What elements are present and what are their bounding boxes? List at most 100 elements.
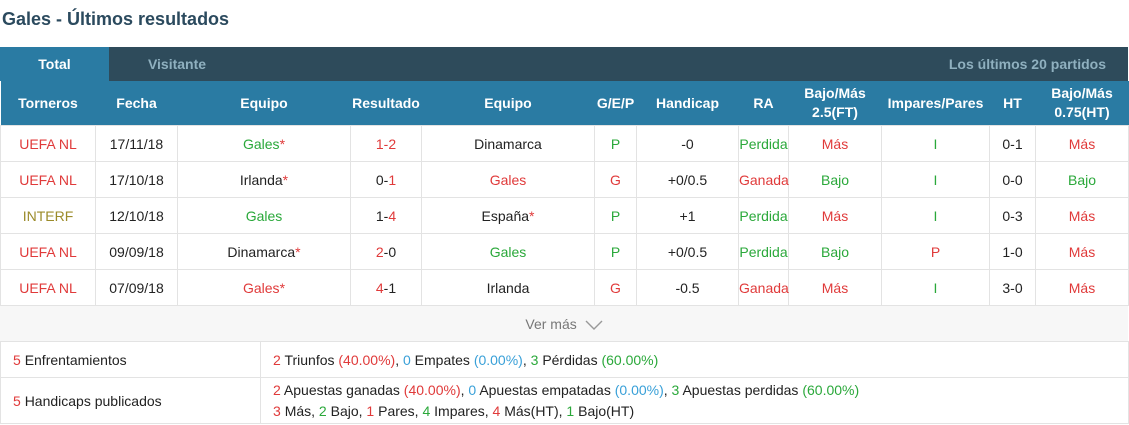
tournament-link[interactable]: UEFA NL: [0, 125, 96, 162]
home-score: 4: [375, 279, 384, 296]
away-score: 2: [388, 135, 397, 152]
ver-mas-button[interactable]: Ver más: [0, 305, 1128, 342]
home-team[interactable]: Irlanda*: [177, 161, 351, 198]
home-star: *: [282, 171, 289, 188]
home-score: 2: [375, 243, 384, 260]
score-dash: -: [383, 171, 389, 188]
away-team[interactable]: Gales: [421, 233, 595, 270]
last-matches-selector[interactable]: Los últimos 20 partidos: [948, 56, 1106, 72]
enfrent-count: 5: [13, 351, 21, 368]
separator: ,: [522, 351, 527, 368]
match-score[interactable]: 1-4: [350, 197, 422, 234]
home-team-name[interactable]: Irlanda: [239, 171, 283, 188]
odd-even-value: I: [881, 161, 990, 198]
away-team[interactable]: Gales: [421, 161, 595, 198]
draws-pct: (0.00%): [473, 351, 523, 368]
away-team-name[interactable]: Gales: [489, 171, 527, 188]
gep-value: P: [594, 197, 637, 234]
ra-value: Ganada: [738, 269, 789, 306]
mas-ht-count: 4: [492, 402, 501, 419]
tournament-link[interactable]: INTERF: [0, 197, 96, 234]
mas-ht-label: Más(HT),: [504, 402, 563, 419]
gep-value: G: [594, 161, 637, 198]
home-star: *: [279, 135, 286, 152]
away-team-name[interactable]: Irlanda: [486, 279, 530, 296]
match-score[interactable]: 0-1: [350, 161, 422, 198]
match-score[interactable]: 4-1: [350, 269, 422, 306]
table-row: UEFA NL 07/09/18 Gales* 4-1 Irlanda G -0…: [0, 269, 1129, 306]
home-team[interactable]: Gales: [177, 197, 351, 234]
impares-count: 4: [422, 402, 431, 419]
losses-count: 3: [530, 351, 539, 368]
ra-value: Ganada: [738, 161, 789, 198]
odd-even-value: I: [881, 269, 990, 306]
away-star: *: [529, 207, 535, 224]
bets-won-label: Apuestas ganadas: [283, 381, 400, 398]
table-row: UEFA NL 17/10/18 Irlanda* 0-1 Gales G +0…: [0, 161, 1129, 198]
gep-value: G: [594, 269, 637, 306]
header-ht: HT: [989, 81, 1036, 126]
enfrent-label: Enfrentamientos: [24, 351, 127, 368]
score-dash: -: [383, 243, 389, 260]
home-team-name[interactable]: Gales: [242, 279, 280, 296]
mas-label: Más,: [284, 402, 316, 419]
over-under-value: Bajo: [788, 161, 882, 198]
tab-total[interactable]: Total: [0, 47, 109, 81]
bets-line: 2 Apuestas ganadas (40.00%), 0 Apuestas …: [273, 380, 1128, 401]
bajo-label: Bajo,: [330, 402, 363, 419]
tournament-link[interactable]: UEFA NL: [0, 269, 96, 306]
losses-label: Pérdidas: [542, 351, 598, 368]
away-team[interactable]: España*: [421, 197, 595, 234]
away-team[interactable]: Dinamarca: [421, 125, 595, 162]
home-team[interactable]: Gales*: [177, 125, 351, 162]
match-date: 09/09/18: [95, 233, 178, 270]
match-score[interactable]: 1-2: [350, 125, 422, 162]
wins-pct: (40.00%): [338, 351, 396, 368]
away-team-name[interactable]: Gales: [489, 243, 527, 260]
away-score: 1: [388, 279, 397, 296]
home-star: *: [279, 279, 286, 296]
home-score: 1: [375, 207, 384, 224]
tab-bar: Total Visitante Los últimos 20 partidos: [0, 47, 1128, 81]
header-handicap: Handicap: [636, 81, 739, 126]
handicap-value: +0/0.5: [636, 161, 739, 198]
tournament-link[interactable]: UEFA NL: [0, 161, 96, 198]
wins-label: Triunfos: [284, 351, 335, 368]
header-bm075-line1: Bajo/Más: [1051, 85, 1113, 101]
summary-value: 2 Apuestas ganadas (40.00%), 0 Apuestas …: [260, 377, 1129, 424]
home-team[interactable]: Dinamarca*: [177, 233, 351, 270]
page-title: Gales - Últimos resultados: [2, 9, 230, 29]
tab-visitante[interactable]: Visitante: [147, 56, 207, 72]
header-bm25-line2: 2.5(FT): [812, 104, 858, 120]
over-under-ht-value: Más: [1035, 125, 1129, 162]
totals-line: 3 Más, 2 Bajo, 1 Pares, 4 Impares, 4 Más…: [273, 401, 1128, 422]
away-team[interactable]: Irlanda: [421, 269, 595, 306]
bets-draw-pct: (0.00%): [614, 381, 664, 398]
home-team-name[interactable]: Dinamarca: [227, 243, 296, 260]
tournament-link[interactable]: UEFA NL: [0, 233, 96, 270]
header-gep: G/E/P: [594, 81, 637, 126]
mas-count: 3: [273, 402, 281, 419]
match-score[interactable]: 2-0: [350, 233, 422, 270]
home-score: 0: [375, 171, 384, 188]
ht-score: 0-3: [989, 197, 1036, 234]
home-team[interactable]: Gales*: [177, 269, 351, 306]
bets-won-pct: (40.00%): [403, 381, 461, 398]
home-team-name[interactable]: Gales: [242, 135, 280, 152]
over-under-ht-value: Más: [1035, 233, 1129, 270]
results-table: Torneros Fecha Equipo Resultado Equipo G…: [0, 81, 1129, 306]
home-star: *: [295, 243, 301, 260]
score-dash: -: [383, 207, 389, 224]
ht-score: 0-0: [989, 161, 1036, 198]
home-team-name[interactable]: Gales: [245, 207, 283, 224]
pares-count: 1: [366, 402, 375, 419]
away-team-name[interactable]: España: [481, 207, 530, 224]
header-bm25-line1: Bajo/Más: [804, 85, 866, 101]
header-bajo-mas-25: Bajo/Más 2.5(FT): [788, 81, 882, 126]
away-team-name[interactable]: Dinamarca: [474, 135, 542, 152]
header-equipo-local: Equipo: [177, 81, 351, 126]
odd-even-value: I: [881, 125, 990, 162]
handicaps-label: Handicaps publicados: [24, 392, 162, 409]
ht-score: 3-0: [989, 269, 1036, 306]
away-score: 1: [388, 171, 397, 188]
